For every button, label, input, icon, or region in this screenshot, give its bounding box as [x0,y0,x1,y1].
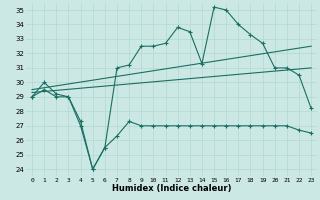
X-axis label: Humidex (Indice chaleur): Humidex (Indice chaleur) [112,184,231,193]
